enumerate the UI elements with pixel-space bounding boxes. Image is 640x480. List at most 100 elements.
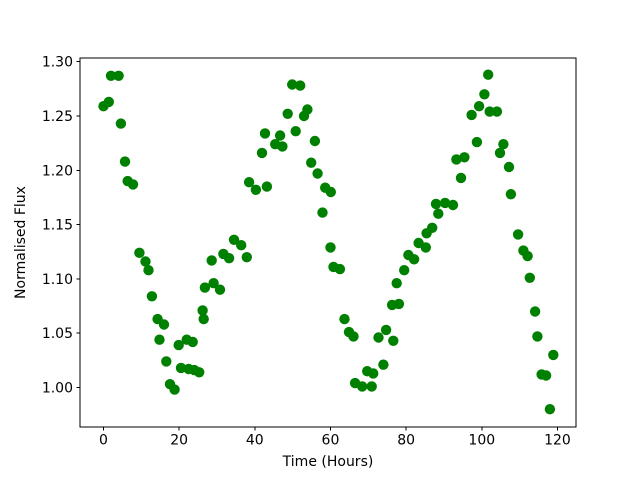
data-point [433, 208, 444, 219]
data-point [306, 157, 317, 168]
x-tick-label: 80 [397, 433, 415, 449]
data-point [105, 70, 117, 82]
x-axis-label: Time (Hours) [282, 454, 374, 470]
data-point [173, 339, 184, 351]
data-point [548, 349, 559, 361]
data-point [368, 368, 379, 379]
data-point [447, 199, 459, 211]
data-point [408, 254, 420, 265]
data-point [161, 356, 172, 367]
y-tick-label: 1.25 [42, 109, 73, 125]
data-point [119, 156, 131, 167]
data-point [194, 367, 205, 378]
y-tick-label: 1.20 [42, 163, 73, 179]
x-tick-label: 20 [170, 433, 188, 449]
data-point [325, 186, 336, 198]
data-point [154, 334, 165, 345]
data-point [494, 147, 506, 159]
data-point [175, 362, 187, 374]
data-point [505, 189, 517, 200]
data-point [399, 265, 410, 276]
data-point [451, 154, 462, 165]
data-point [290, 126, 301, 137]
data-point [455, 172, 467, 184]
data-point [198, 313, 209, 325]
data-point [127, 179, 139, 190]
data-point [146, 291, 158, 302]
data-point [277, 141, 288, 152]
data-point [348, 331, 359, 342]
y-axis-label: Normalised Flux [13, 186, 29, 299]
data-point [512, 229, 524, 240]
data-point [471, 136, 483, 148]
data-point [309, 135, 321, 147]
data-point [143, 265, 154, 276]
x-tick-label: 120 [544, 433, 571, 449]
data-point [282, 108, 293, 120]
data-point [373, 332, 384, 343]
data-point [380, 324, 392, 336]
data-point [197, 305, 208, 316]
data-point [113, 70, 124, 82]
data-point [544, 404, 556, 415]
data-point [466, 109, 477, 121]
y-tick-label: 1.05 [42, 326, 73, 342]
data-point [479, 89, 490, 100]
data-point [228, 234, 240, 245]
data-point [223, 253, 235, 264]
plot-border [79, 57, 577, 428]
data-point [484, 106, 495, 117]
data-point [439, 197, 451, 209]
data-point [529, 306, 541, 317]
data-point [532, 331, 543, 342]
y-tick-label: 1.30 [42, 55, 73, 71]
data-point [473, 101, 485, 112]
data-point [339, 313, 350, 325]
data-point [259, 128, 271, 139]
data-point [208, 278, 219, 289]
y-tick-label: 1.15 [42, 218, 73, 234]
x-tick-label: 60 [322, 433, 340, 449]
data-point [540, 370, 552, 381]
axis-ticks: 0 20 40 60 80 100 120 1.00 1.05 1.10 1.15 1.20 1.25 1… [42, 55, 571, 449]
data-point [241, 252, 252, 263]
data-point [498, 139, 509, 150]
x-tick-label: 40 [246, 433, 264, 449]
data-points [98, 69, 559, 415]
data-point [491, 106, 503, 117]
data-point [388, 335, 399, 346]
data-point [199, 282, 211, 293]
data-point [312, 168, 323, 179]
data-point [483, 69, 494, 80]
data-point [236, 240, 247, 251]
data-point [391, 278, 402, 289]
data-point [287, 79, 298, 90]
data-point [503, 161, 515, 173]
data-point [420, 242, 431, 253]
data-point [302, 104, 313, 115]
y-tick-label: 1.00 [42, 380, 73, 396]
data-point [169, 384, 180, 395]
data-point [206, 255, 217, 266]
data-point [158, 319, 170, 330]
data-point [243, 177, 255, 188]
data-point [140, 256, 151, 267]
data-point [524, 272, 535, 283]
data-point [214, 284, 226, 295]
data-point [325, 242, 336, 253]
data-point [378, 359, 389, 370]
x-tick-label: 0 [99, 433, 108, 449]
data-point [317, 207, 328, 218]
data-point [256, 147, 268, 159]
data-point [393, 298, 405, 310]
data-point [427, 222, 438, 233]
data-point [261, 181, 273, 192]
data-point [187, 336, 198, 348]
data-point [274, 130, 286, 141]
data-point [366, 381, 377, 392]
data-point [522, 250, 533, 262]
data-point [295, 80, 306, 91]
data-point [357, 381, 368, 392]
